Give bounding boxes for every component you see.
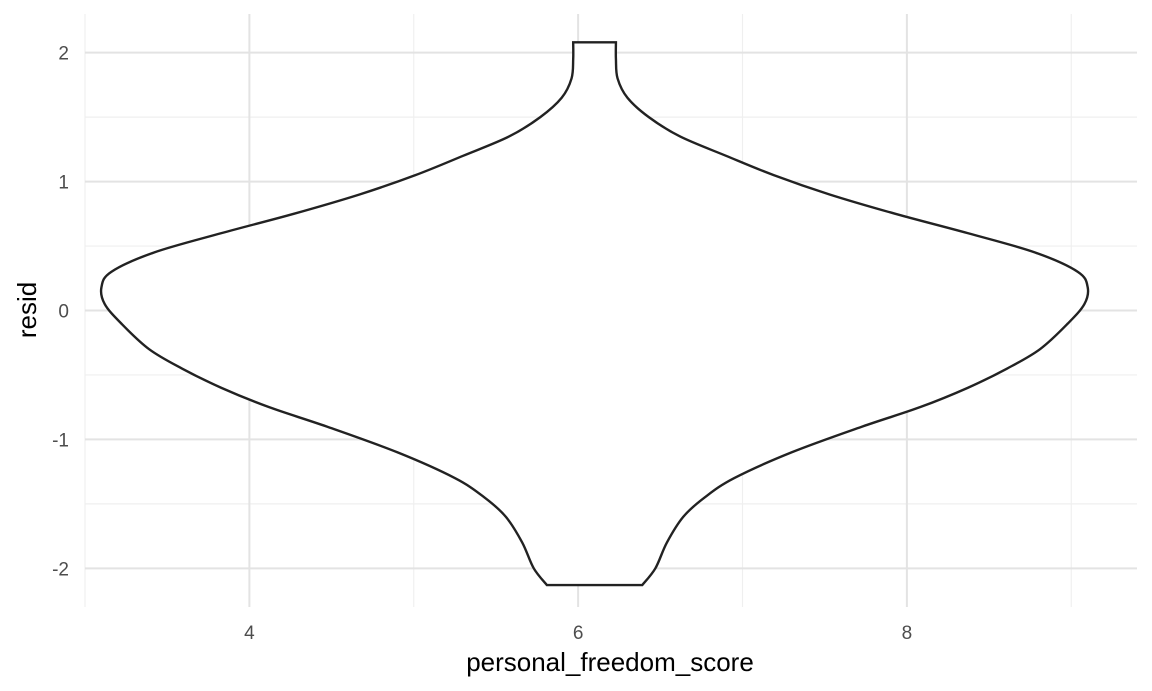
y-tick-label: 1 [58, 173, 69, 194]
x-tick-label: 8 [902, 623, 913, 644]
violin-shape [99, 41, 1090, 587]
y-tick-label: -2 [52, 559, 69, 580]
x-tick-label: 6 [573, 623, 584, 644]
y-tick-label: -1 [52, 430, 69, 451]
y-axis-title: resid [12, 282, 42, 338]
y-axis-tick-labels: 2 1 0 -1 -2 [52, 44, 69, 581]
y-tick-label: 2 [58, 44, 69, 65]
y-tick-label: 0 [58, 302, 69, 323]
x-axis-title: personal_freedom_score [466, 647, 754, 677]
violin-layer [99, 41, 1090, 587]
x-axis-tick-labels: 4 6 8 [244, 623, 912, 644]
x-tick-label: 4 [244, 623, 255, 644]
